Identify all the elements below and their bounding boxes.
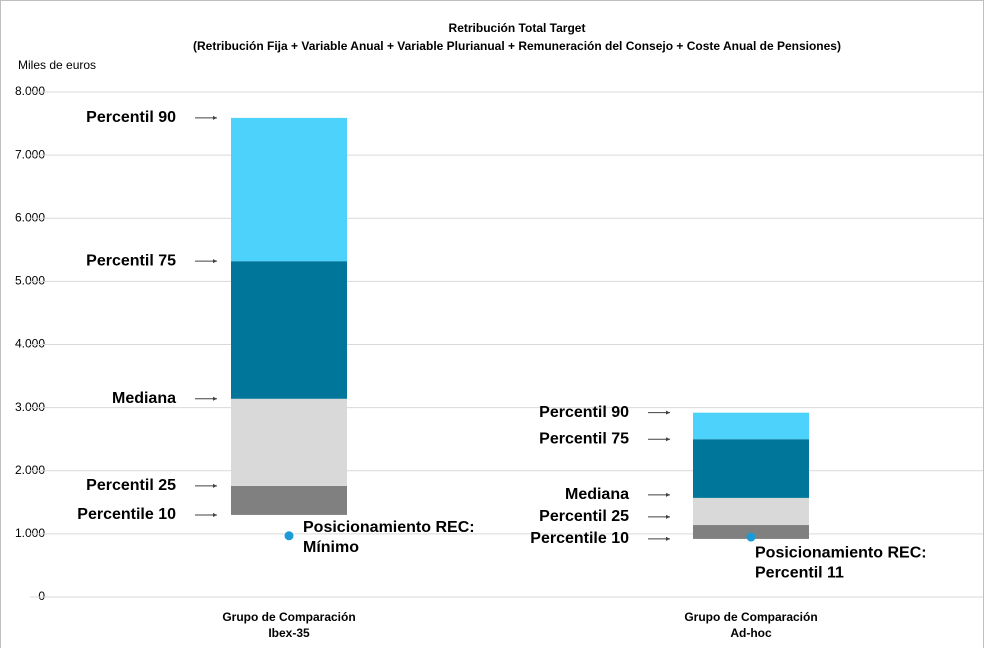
bar-segment	[231, 261, 347, 399]
bar-segment	[231, 485, 347, 515]
level-label: Percentil 25	[86, 477, 176, 494]
level-label: Percentil 75	[539, 430, 629, 447]
rec-label: Posicionamiento REC:	[303, 519, 475, 536]
level-label: Mediana	[565, 486, 629, 503]
y-tick-label: 2.000	[15, 463, 45, 477]
arrow-head	[666, 410, 670, 415]
arrow-head	[666, 437, 670, 442]
bar-segment	[693, 439, 809, 498]
y-tick-label: 0	[38, 589, 45, 603]
y-tick-label: 7.000	[15, 147, 45, 161]
level-label: Mediana	[112, 390, 176, 407]
level-label: Percentile 10	[77, 506, 176, 523]
level-label: Percentil 75	[86, 252, 176, 269]
rec-label: Posicionamiento REC:	[755, 544, 927, 561]
arrow-head	[213, 259, 217, 264]
y-tick-label: 5.000	[15, 274, 45, 288]
rec-label: Mínimo	[303, 539, 359, 556]
bar-segment	[693, 525, 809, 539]
bar-segment	[693, 412, 809, 440]
level-label: Percentil 90	[86, 109, 176, 126]
arrow-head	[213, 512, 217, 517]
level-label: Percentile 10	[530, 530, 629, 547]
arrow-head	[666, 492, 670, 497]
level-label: Percentil 25	[539, 508, 629, 525]
bar-segment	[231, 117, 347, 262]
y-tick-label: 1.000	[15, 526, 45, 540]
y-tick-label: 8.000	[15, 84, 45, 98]
y-tick-label: 4.000	[15, 337, 45, 351]
y-axis-label: Miles de euros	[18, 58, 96, 72]
chart-subtitle: (Retribución Fija + Variable Anual + Var…	[193, 39, 841, 53]
y-tick-label: 6.000	[15, 210, 45, 224]
y-tick-label: 3.000	[15, 400, 45, 414]
arrow-head	[666, 536, 670, 541]
x-tick-label: Ad-hoc	[730, 626, 772, 640]
arrow-head	[213, 115, 217, 120]
rec-point	[746, 532, 756, 542]
arrow-head	[213, 483, 217, 488]
x-tick-label: Grupo de Comparación	[684, 610, 817, 624]
chart-title: Retribución Total Target	[449, 21, 586, 35]
x-tick-label: Ibex-35	[268, 626, 310, 640]
bar-segment	[231, 398, 347, 486]
bar-segment	[693, 497, 809, 526]
arrow-head	[666, 514, 670, 519]
rec-label: Percentil 11	[755, 564, 844, 581]
arrow-head	[213, 396, 217, 401]
level-label: Percentil 90	[539, 404, 629, 421]
rec-point	[284, 531, 294, 541]
x-tick-label: Grupo de Comparación	[222, 610, 355, 624]
